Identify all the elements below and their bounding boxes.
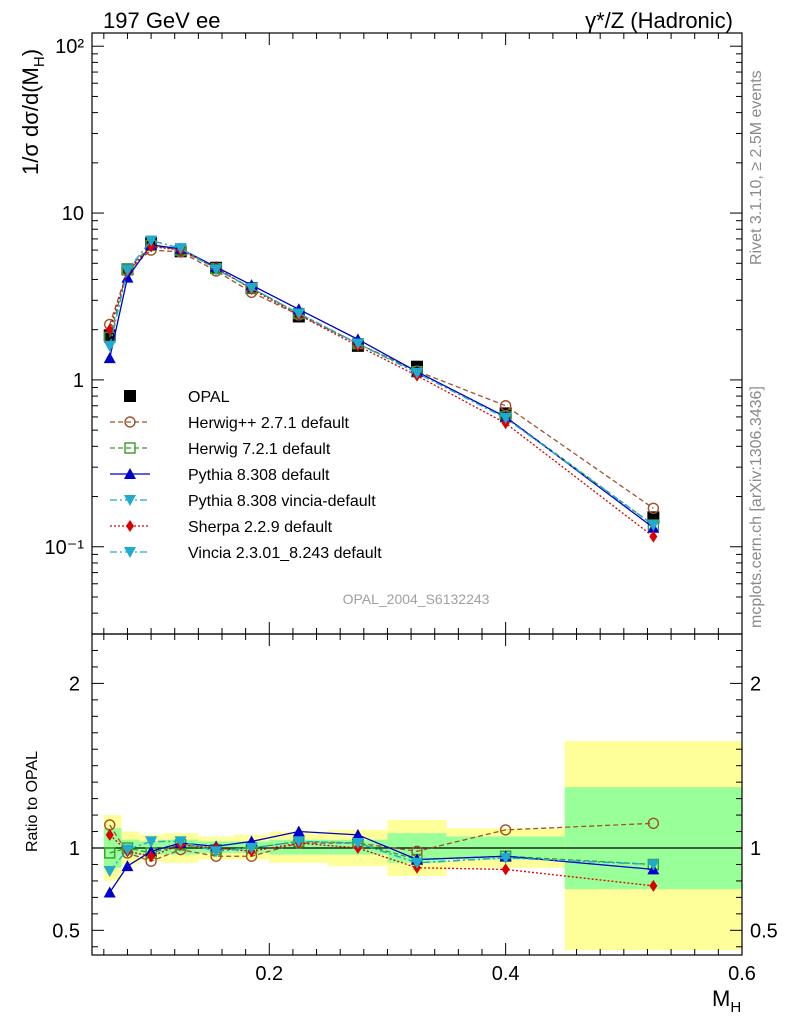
data-point [351, 338, 364, 350]
header-left: 197 GeV ee [103, 8, 220, 33]
ratio-y-tick-label: 0.5 [52, 920, 80, 942]
data-point [499, 413, 512, 425]
legend-marker [124, 495, 136, 506]
x-axis-label: MH [712, 986, 741, 1016]
series-line [109, 244, 654, 529]
data-point [647, 817, 660, 830]
data-point [103, 866, 116, 878]
main-frame [91, 32, 743, 635]
ratio-y-axis-label: Ratio to OPAL [24, 751, 41, 852]
ratio-y-tick-label: 1 [69, 838, 80, 860]
data-point [121, 265, 134, 277]
data-point [499, 824, 512, 836]
analysis-tag: OPAL_2004_S6132243 [343, 591, 490, 607]
ratio-y-tick-label-right: 2 [750, 673, 761, 695]
data-point [245, 843, 258, 854]
data-point [292, 308, 305, 320]
data-point [121, 271, 134, 283]
data-point [411, 368, 423, 380]
data-point [351, 828, 364, 840]
main-y-tick-label: 10 [62, 203, 84, 225]
series-pythia-8-308-default [103, 238, 660, 533]
legend-item: Sherpa 2.2.9 default [110, 519, 333, 536]
data-point [174, 243, 187, 255]
legend-item: Pythia 8.308 vincia-default [110, 493, 376, 510]
mcplots-label: mcplots.cern.ch [arXiv:1306.3436] [748, 386, 765, 628]
main-y-axis-label: 1/σ dσ/d(MH) [18, 49, 48, 175]
ratio-y-tick-label-right: 0.5 [750, 920, 778, 942]
series-herwig-7-2-1-default [104, 239, 660, 531]
legend-item: Vincia 2.3.01_8.243 default [110, 545, 382, 562]
data-point [647, 859, 660, 871]
legend-marker [124, 547, 136, 558]
data-point [292, 836, 305, 848]
data-point [245, 283, 258, 295]
data-point [174, 836, 187, 848]
legend-label: Pythia 8.308 vincia-default [188, 493, 376, 510]
header-right: γ*/Z (Hadronic) [585, 8, 733, 33]
data-point [351, 838, 364, 850]
data-point [411, 857, 423, 869]
data-point [499, 852, 512, 864]
legend-marker [124, 442, 136, 454]
data-point [104, 847, 116, 859]
x-tick-label: 0.4 [492, 963, 520, 985]
data-point [499, 400, 512, 412]
data-point [121, 860, 134, 872]
series-pythia-8-308-vincia-default [103, 235, 660, 532]
data-point [103, 340, 116, 352]
legend: OPAL Herwig++ 2.7.1 default Herwig 7.2.1 d… [110, 389, 382, 562]
x-tick-label: 0.6 [728, 963, 756, 985]
data-point [210, 846, 223, 858]
data-point [145, 235, 158, 247]
legend-item: Herwig 7.2.1 default [110, 441, 331, 458]
data-point [647, 520, 660, 532]
rivet-version-label: Rivet 3.1.10, ≥ 2.5M events [748, 70, 765, 265]
data-point [649, 530, 658, 543]
series-vincia-2-3-01-8-243-default [103, 836, 660, 878]
legend-item: Pythia 8.308 default [110, 467, 330, 484]
main-y-tick-label: 1 [73, 370, 84, 392]
legend-marker [124, 390, 136, 402]
data-point [501, 863, 510, 876]
series-line [109, 834, 654, 887]
legend-label: Herwig 7.2.1 default [188, 441, 331, 458]
series-vincia-2-3-01-8-243-default [103, 235, 660, 532]
data-point [103, 352, 116, 364]
ratio-frame [91, 633, 743, 956]
main-y-tick-label: 10² [55, 36, 84, 58]
legend-item: OPAL [124, 389, 230, 406]
data-point [105, 828, 114, 841]
data-point [103, 886, 116, 898]
data-point [105, 323, 114, 336]
ratio-y-tick-label: 2 [69, 673, 80, 695]
legend-marker [124, 468, 136, 479]
legend-label: Pythia 8.308 default [188, 467, 330, 484]
series-line [109, 245, 654, 538]
data-point [121, 844, 134, 856]
data-point [147, 240, 156, 253]
legend-label: Herwig++ 2.7.1 default [188, 415, 350, 432]
legend-label: Vincia 2.3.01_8.243 default [188, 545, 382, 562]
legend-label: Sherpa 2.2.9 default [188, 519, 333, 536]
data-point [145, 836, 158, 848]
main-y-tick-label: 10⁻¹ [45, 537, 85, 559]
legend-item: Herwig++ 2.7.1 default [110, 415, 350, 432]
data-point [649, 879, 658, 892]
axes: 10⁻¹ 1 10 10² 0.5 0.5 1 1 2 2 0.2 0.4 0.6 [45, 32, 778, 985]
legend-marker [126, 520, 134, 532]
legend-marker [124, 416, 136, 428]
ratio-y-tick-label-right: 1 [750, 838, 761, 860]
ratio-panel [103, 817, 660, 898]
data-point [147, 850, 156, 863]
legend-label: OPAL [188, 389, 230, 406]
main-panel [103, 235, 660, 543]
data-point [292, 825, 305, 837]
data-point [647, 502, 660, 515]
data-point [210, 264, 223, 276]
x-tick-label: 0.2 [255, 963, 283, 985]
